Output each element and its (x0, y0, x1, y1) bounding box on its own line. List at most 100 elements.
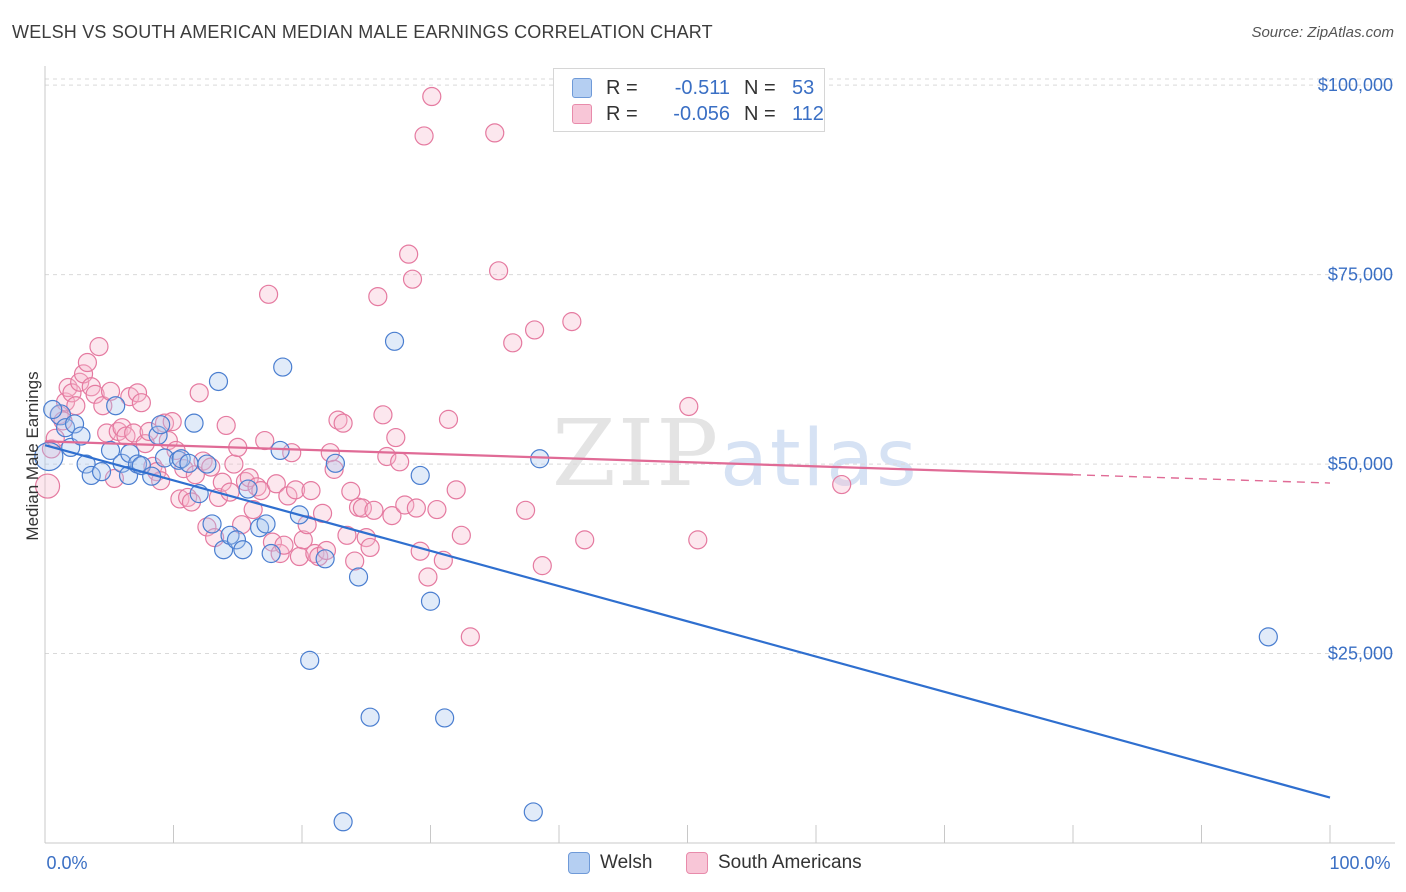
south-american-point (410, 541, 430, 561)
y-axis-label: Median Male Earnings (23, 371, 42, 540)
south-american-point (364, 500, 384, 520)
south-american-point (438, 409, 459, 429)
x-tick-label-min: 0.0% (46, 853, 87, 873)
x-tick-label-max: 100.0% (1329, 853, 1390, 873)
south-american-point (399, 244, 419, 264)
south-american-point (333, 413, 353, 433)
south-american-point (131, 393, 151, 413)
south-american-point (360, 537, 380, 558)
south-american-point (402, 269, 423, 289)
welsh-point (384, 331, 405, 351)
legend-item-welsh[interactable]: Welsh (568, 852, 652, 874)
south-legend-label: South Americans (718, 852, 862, 873)
welsh-points (34, 331, 1278, 832)
y-tick-label: $100,000 (1318, 75, 1393, 95)
south-american-point (289, 546, 310, 567)
welsh-r-label: R = (606, 76, 638, 99)
south-american-points (34, 86, 852, 647)
welsh-point (71, 426, 91, 446)
south-american-point (162, 412, 182, 432)
welsh-n-label: N = (744, 76, 776, 99)
south-american-point (324, 459, 344, 479)
south-american-point (382, 506, 402, 526)
south-american-point (224, 454, 244, 474)
chart-title: WELSH VS SOUTH AMERICAN MEDIAN MALE EARN… (12, 22, 713, 42)
legend-row-south: R = -0.056 N = 112 (572, 101, 824, 127)
y-tick-label: $50,000 (1328, 454, 1393, 474)
welsh-point (233, 540, 253, 560)
south-n-value: 112 (792, 102, 824, 125)
welsh-legend-swatch (568, 852, 590, 874)
south-american-point (293, 530, 313, 550)
south-american-point (532, 556, 552, 576)
south-american-point (451, 525, 471, 545)
south-american-point (524, 320, 545, 340)
welsh-point (184, 413, 204, 433)
south-american-point (418, 567, 438, 587)
south-american-point (301, 481, 321, 501)
south-american-point (328, 410, 348, 430)
welsh-point (226, 530, 247, 550)
south-american-point (266, 474, 286, 494)
south-american-point (197, 517, 217, 537)
south-american-point (575, 530, 595, 550)
south-american-point (127, 383, 148, 403)
welsh-point (151, 415, 171, 435)
south-american-point (189, 383, 209, 403)
south-american-point (485, 123, 505, 143)
legend-item-south-americans[interactable]: South Americans (686, 852, 862, 874)
welsh-trend-line (44, 444, 1331, 799)
south-american-point (58, 377, 78, 398)
south-american-point (216, 415, 236, 436)
welsh-point (208, 371, 229, 392)
south-american-point (422, 86, 442, 107)
welsh-point (523, 802, 543, 822)
south-american-point (170, 489, 190, 509)
welsh-point (360, 707, 380, 727)
welsh-point (76, 454, 96, 474)
welsh-swatch (572, 78, 592, 98)
welsh-point (261, 543, 281, 564)
south-american-point (679, 396, 699, 417)
welsh-point (325, 453, 346, 473)
welsh-point (333, 812, 353, 832)
welsh-point (106, 396, 126, 416)
welsh-point (214, 540, 234, 560)
south-american-point (341, 481, 361, 501)
south-american-point (235, 471, 256, 492)
welsh-point (315, 549, 335, 569)
south-american-point (390, 452, 410, 472)
south-american-point (297, 515, 317, 535)
welsh-point (273, 357, 293, 377)
welsh-point (64, 414, 85, 434)
south-american-point (368, 286, 388, 307)
welsh-point (410, 465, 430, 486)
south-american-point (446, 480, 466, 500)
legend-row-welsh: R = -0.511 N = 53 (572, 75, 814, 101)
south-american-point (386, 427, 406, 448)
south-american-point (77, 352, 98, 373)
south-american-point (489, 261, 509, 281)
south-n-label: N = (744, 102, 776, 125)
welsh-point (91, 462, 112, 482)
welsh-point (530, 449, 550, 469)
south-american-point (460, 627, 480, 647)
y-tick-label: $75,000 (1328, 265, 1393, 285)
welsh-point (420, 591, 441, 611)
south-american-point (89, 337, 109, 357)
stats-legend: R = -0.511 N = 53 R = -0.056 N = 112 (553, 68, 825, 132)
series-legend: Welsh South Americans (0, 852, 1406, 878)
axes (44, 66, 1395, 844)
grid-lines (45, 78, 1395, 655)
welsh-point (435, 708, 455, 728)
south-american-point (285, 480, 306, 500)
welsh-legend-label: Welsh (600, 852, 653, 873)
south-american-trend-extension (1072, 473, 1331, 484)
south-american-trend-line (44, 440, 1074, 476)
welsh-point (348, 567, 369, 587)
trend-lines (44, 440, 1331, 799)
welsh-point (43, 399, 63, 420)
south-r-label: R = (606, 102, 638, 125)
south-american-point (503, 333, 523, 353)
south-american-point (100, 381, 121, 401)
